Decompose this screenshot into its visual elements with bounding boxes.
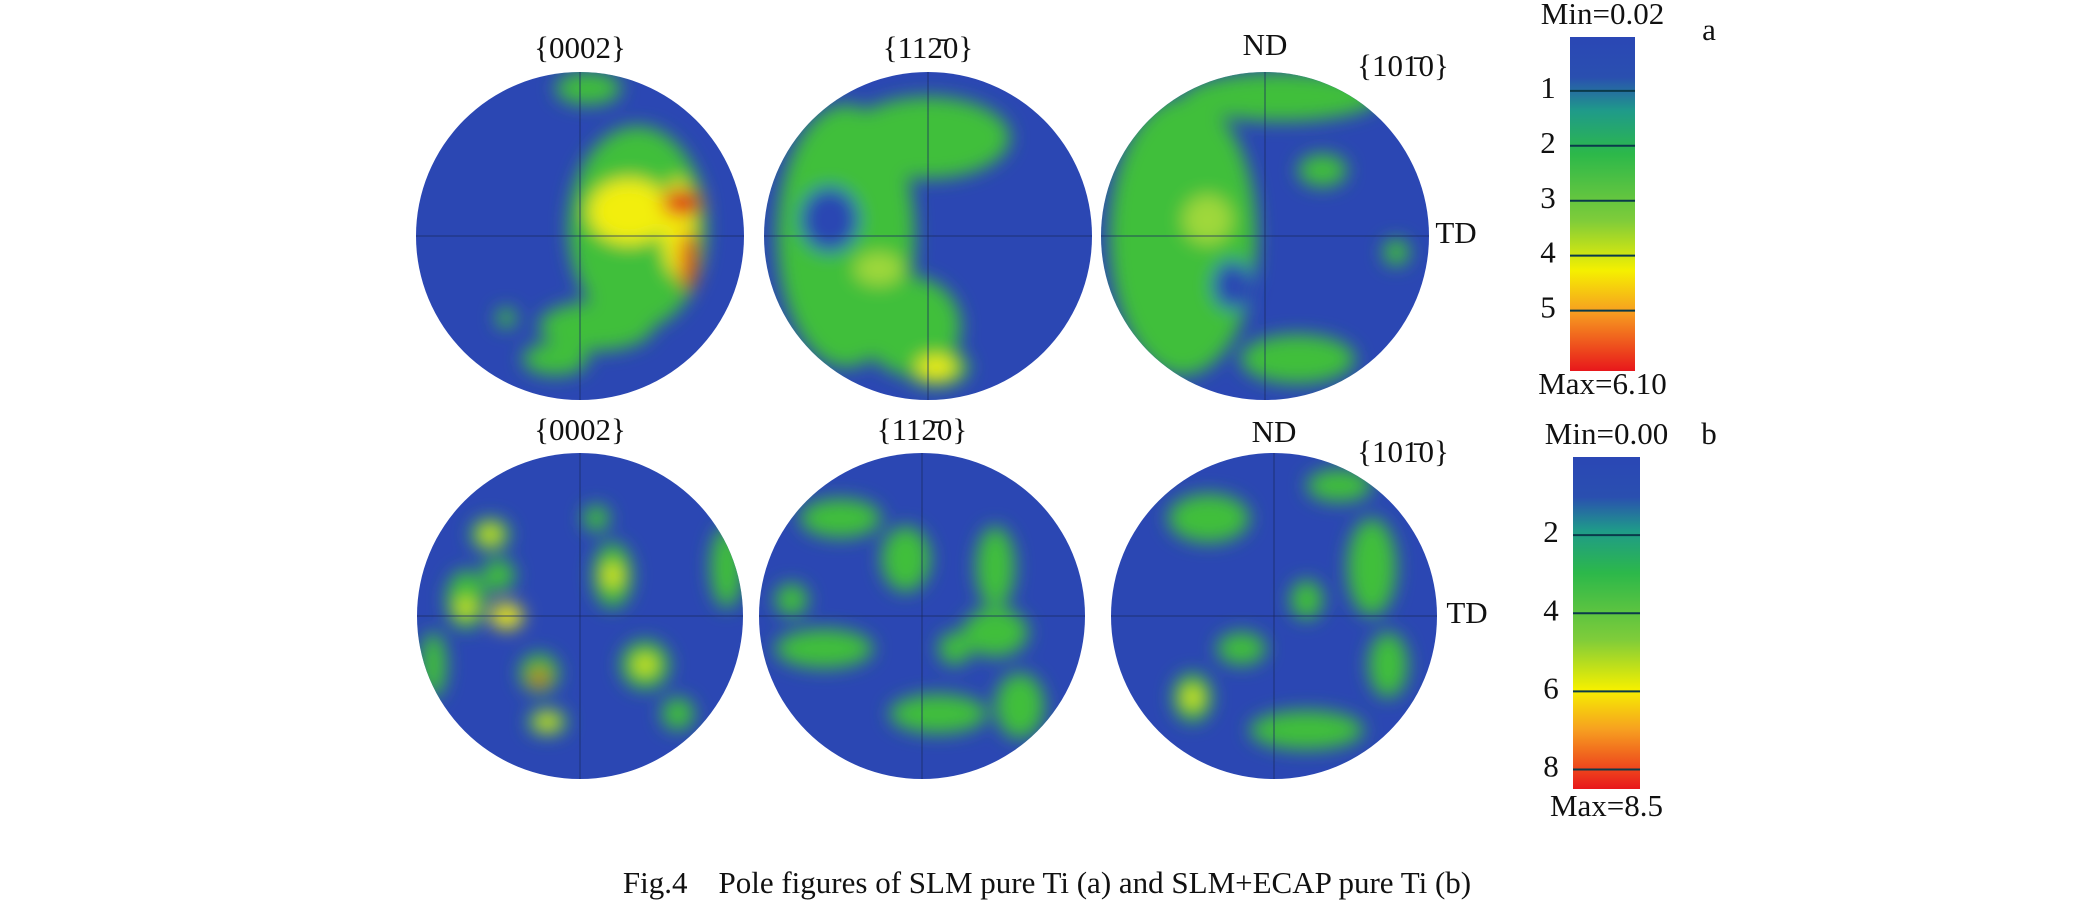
contour-blob	[854, 252, 904, 286]
contour-blob	[1368, 632, 1408, 698]
contour-blob	[539, 301, 654, 351]
td-label: TD	[1446, 595, 1487, 630]
contour-blob	[1297, 154, 1347, 187]
contour-blob	[457, 599, 475, 616]
contour-blob	[522, 342, 589, 376]
pole-figure-contours	[1168, 469, 1408, 750]
contour-blob	[962, 607, 1028, 657]
contour-blob	[446, 570, 486, 630]
pole-figure-contours	[775, 498, 1045, 739]
contour-blob	[938, 632, 971, 665]
pole-figure-contours	[1109, 72, 1410, 384]
pole-figure-title: {0002}	[534, 30, 626, 65]
contour-blob	[680, 231, 697, 291]
panel-letter: a	[1702, 12, 1716, 47]
pole-figure-title: {101̄0}	[1357, 48, 1449, 83]
contour-blob	[775, 629, 874, 669]
colorbar	[1573, 457, 1640, 789]
contour-blob	[555, 72, 621, 105]
colorbar	[1570, 37, 1635, 371]
pole-figure-title: {112̄0}	[877, 412, 968, 447]
contour-blob	[1183, 195, 1233, 245]
colorbar-tick-label: 4	[1540, 235, 1556, 270]
pole-figure-title: {0002}	[534, 412, 626, 447]
contour-blob	[420, 632, 447, 698]
contour-blob	[496, 308, 517, 328]
colorbar-tick-label: 1	[1540, 70, 1556, 105]
pole-figure-contours	[496, 72, 707, 376]
contour-blob	[531, 669, 548, 687]
pole-figure-contours	[420, 505, 743, 735]
contour-blob	[889, 694, 988, 734]
contour-blob	[588, 178, 671, 245]
colorbar-tick-label: 2	[1540, 125, 1556, 160]
contour-blob	[662, 190, 702, 217]
colorbar-min: Min=0.00	[1545, 416, 1668, 451]
contour-blob	[916, 355, 956, 379]
contour-blob	[1183, 72, 1380, 122]
contour-blob	[1168, 493, 1250, 543]
caption: Fig.4 Pole figures of SLM pure Ti (a) an…	[623, 865, 1471, 900]
contour-blob	[635, 656, 655, 674]
contour-blob	[1306, 469, 1372, 502]
colorbar-min: Min=0.02	[1541, 0, 1664, 31]
colorbar-tick-label: 3	[1540, 180, 1556, 215]
contour-blob	[995, 673, 1045, 739]
contour-blob	[1383, 239, 1410, 266]
contour-blob	[775, 583, 808, 616]
contour-blob	[975, 526, 1015, 608]
contour-blob	[1184, 687, 1201, 708]
colorbar-tick-label: 2	[1543, 514, 1559, 549]
contour-blob	[710, 526, 743, 608]
colorbar-tick-label: 6	[1543, 670, 1559, 705]
colorbar-tick-label: 8	[1543, 749, 1559, 784]
pole-figure-title: {101̄0}	[1357, 434, 1449, 469]
colorbar-tick-label: 4	[1543, 592, 1559, 627]
colorbar-max: Max=8.5	[1550, 788, 1663, 823]
nd-label: ND	[1243, 27, 1288, 62]
contour-blob	[537, 715, 558, 729]
contour-blob	[482, 526, 499, 543]
contour-blob	[604, 563, 621, 587]
contour-blob	[1216, 632, 1266, 665]
contour-blob	[1240, 334, 1356, 384]
colorbar-tick-label: 5	[1540, 290, 1556, 325]
contour-blob	[1347, 518, 1397, 616]
contour-blob	[1249, 710, 1364, 750]
colorbar-max: Max=6.10	[1538, 366, 1667, 401]
contour-blob	[583, 505, 610, 532]
contour-blob	[1212, 260, 1252, 310]
contour-blob	[1290, 580, 1323, 620]
contour-blob	[482, 558, 515, 592]
contour-blob	[799, 498, 882, 538]
contour-blob	[881, 526, 931, 592]
td-label: TD	[1435, 215, 1476, 250]
pole-figure-title: {112̄0}	[883, 30, 974, 65]
contour-blob	[661, 697, 695, 731]
panel-letter: b	[1701, 416, 1717, 451]
nd-label: ND	[1252, 414, 1297, 449]
contour-blob	[800, 186, 860, 253]
